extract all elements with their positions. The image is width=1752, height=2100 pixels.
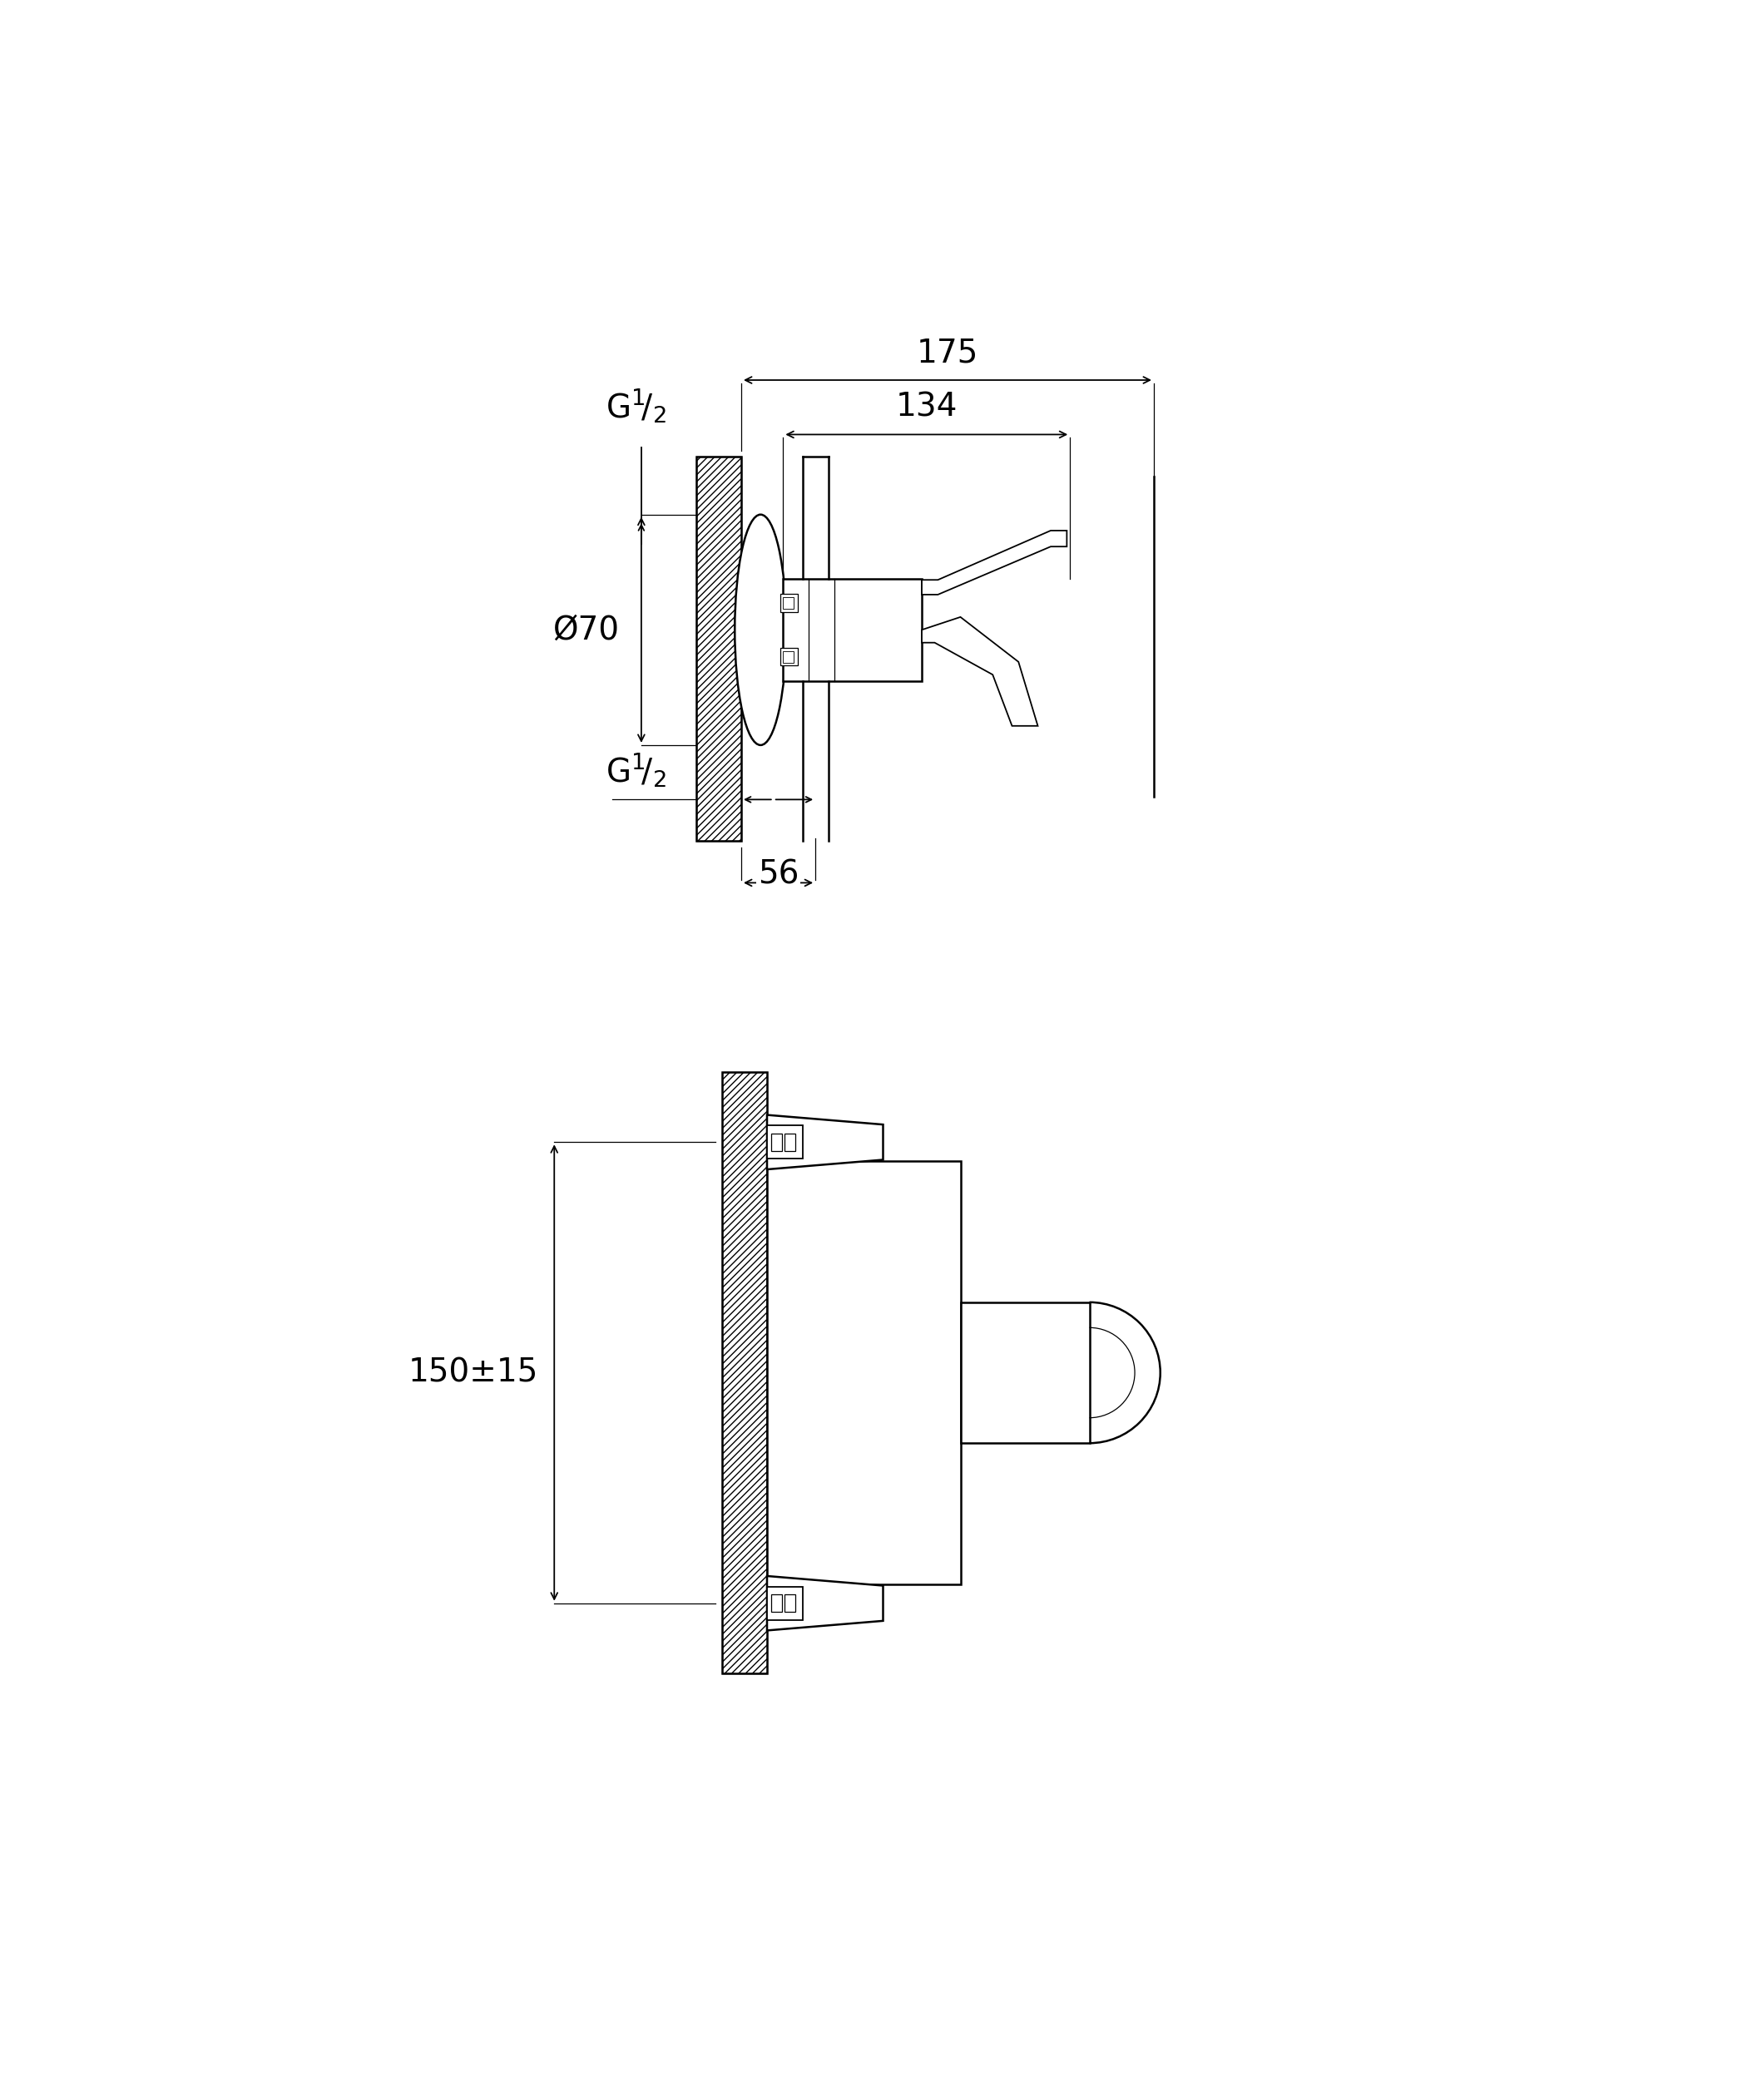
Text: 150±15: 150±15 — [408, 1357, 538, 1388]
Bar — [722, 1071, 767, 1674]
Text: Ø70: Ø70 — [552, 613, 618, 645]
Text: G$^{1}\!/_{2}$: G$^{1}\!/_{2}$ — [606, 752, 666, 790]
Bar — [696, 458, 741, 842]
Text: 134: 134 — [895, 391, 958, 422]
Bar — [696, 458, 741, 842]
Bar — [783, 580, 922, 680]
Bar — [771, 1134, 781, 1151]
Polygon shape — [767, 1115, 883, 1170]
Bar — [780, 594, 797, 611]
Polygon shape — [767, 1575, 883, 1630]
Text: 175: 175 — [916, 336, 978, 370]
Bar — [960, 1302, 1090, 1443]
Polygon shape — [922, 617, 1037, 727]
Bar — [785, 1594, 795, 1613]
Ellipse shape — [734, 514, 787, 746]
Bar — [767, 1161, 960, 1583]
Bar — [771, 1594, 781, 1613]
Bar — [780, 647, 797, 666]
Bar — [767, 1588, 802, 1619]
Polygon shape — [922, 531, 1067, 594]
Bar — [783, 651, 794, 662]
Bar — [767, 1126, 802, 1159]
Bar — [722, 1071, 767, 1674]
Text: 56: 56 — [757, 859, 799, 890]
Bar — [783, 596, 794, 609]
Text: G$^{1}\!/_{2}$: G$^{1}\!/_{2}$ — [606, 386, 666, 424]
Bar — [785, 1134, 795, 1151]
